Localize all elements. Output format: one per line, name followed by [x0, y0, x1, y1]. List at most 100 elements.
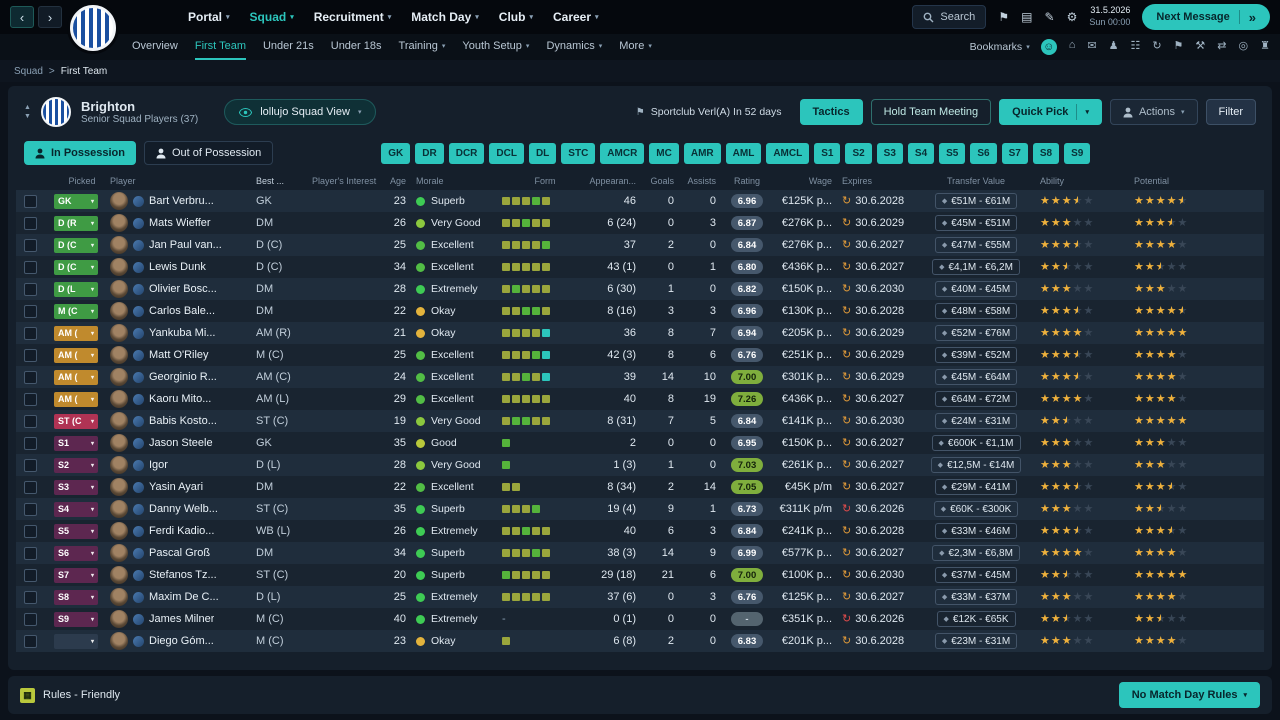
- column-header-transfer-value[interactable]: Transfer Value: [920, 176, 1032, 186]
- position-dropdown[interactable]: S1 ▾: [54, 435, 98, 451]
- row-checkbox[interactable]: [24, 546, 37, 560]
- position-button-amr[interactable]: AMR: [683, 142, 721, 164]
- staff-icon[interactable]: ♜: [1260, 40, 1270, 52]
- player-row[interactable]: GK ▾ Bart Verbru... GK 23 Superb 46 0 0 6.96 €125K…: [16, 190, 1264, 212]
- next-message-button[interactable]: Next Message »: [1142, 4, 1270, 30]
- column-header-picked[interactable]: Picked: [54, 176, 110, 186]
- player-row[interactable]: S6 ▾ Pascal Groß DM 34 Superb 38 (3) 14 9 6.99 €57…: [16, 542, 1264, 564]
- position-dropdown[interactable]: D (C ▾: [54, 237, 98, 253]
- position-dropdown[interactable]: D (L ▾: [54, 281, 98, 297]
- player-row[interactable]: S1 ▾ Jason Steele GK 35 Good 2 0 0 6.95 €150K p...…: [16, 432, 1264, 454]
- position-dropdown[interactable]: AM (▾: [54, 391, 98, 407]
- subnav-item-training[interactable]: Training ▾: [399, 34, 446, 60]
- position-dropdown[interactable]: AM (▾: [54, 347, 98, 363]
- column-header-expires[interactable]: Expires: [838, 176, 920, 186]
- player-row[interactable]: S2 ▾ Igor D (L) 28 Very Good 1 (3) 1 0 7.03 €261K …: [16, 454, 1264, 476]
- position-button-s5[interactable]: S5: [939, 142, 966, 164]
- refresh-icon[interactable]: ↻: [1152, 40, 1162, 52]
- subnav-item-overview[interactable]: Overview: [132, 34, 178, 60]
- row-checkbox[interactable]: [24, 238, 37, 252]
- breadcrumb-parent[interactable]: Squad: [14, 65, 43, 77]
- player-row[interactable]: D (C ▾ Lewis Dunk D (C) 34 Excellent 43 (1) 0 1 6…: [16, 256, 1264, 278]
- row-checkbox[interactable]: [24, 282, 37, 296]
- position-dropdown[interactable]: ▾: [54, 633, 98, 649]
- hold-team-meeting-button[interactable]: Hold Team Meeting: [870, 99, 992, 125]
- column-header-assists[interactable]: Assists: [682, 176, 724, 186]
- row-checkbox[interactable]: [24, 326, 37, 340]
- back-button[interactable]: ‹: [10, 6, 34, 28]
- row-checkbox[interactable]: [24, 458, 37, 472]
- player-row[interactable]: S8 ▾ Maxim De C... D (L) 25 Extremely 37 (6) 0 3…: [16, 586, 1264, 608]
- position-dropdown[interactable]: AM (▾: [54, 369, 98, 385]
- inbox-icon[interactable]: ✉: [1087, 40, 1097, 52]
- column-header-age[interactable]: Age: [378, 176, 416, 186]
- transfers-icon[interactable]: ⇄: [1217, 40, 1227, 52]
- nav-item-match-day[interactable]: Match Day ▾: [411, 10, 479, 24]
- column-header-appearan[interactable]: Appearan...: [588, 176, 646, 186]
- subnav-item-first-team[interactable]: First Team: [194, 34, 246, 60]
- subnav-item-under-21s[interactable]: Under 21s: [263, 34, 314, 60]
- player-row[interactable]: S4 ▾ Danny Welb... ST (C) 35 Superb 19 (4) 9 1 6.…: [16, 498, 1264, 520]
- player-row[interactable]: S3 ▾ Yasin Ayari DM 22 Excellent 8 (34) 2 14 7.05…: [16, 476, 1264, 498]
- position-button-stc[interactable]: STC: [561, 142, 596, 164]
- player-row[interactable]: AM (▾ Yankuba Mi... AM (R) 21 Okay 36 8 7 6.94 €2…: [16, 322, 1264, 344]
- player-row[interactable]: ▾ Diego Góm... M (C) 23 Okay 6 (8) 2 0 6.83 €201K…: [16, 630, 1264, 652]
- column-header-best[interactable]: Best ...: [256, 176, 312, 186]
- player-row[interactable]: D (R ▾ Mats Wieffer DM 26 Very Good 6 (24) 0 3 6.…: [16, 212, 1264, 234]
- position-dropdown[interactable]: AM (▾: [54, 325, 98, 341]
- player-row[interactable]: D (L ▾ Olivier Bosc... DM 28 Extremely 6 (30) 1…: [16, 278, 1264, 300]
- tab-in-possession[interactable]: In Possession: [24, 141, 136, 165]
- player-row[interactable]: S7 ▾ Stefanos Tz... ST (C) 20 Superb 29 (18) 21…: [16, 564, 1264, 586]
- position-button-s2[interactable]: S2: [845, 142, 872, 164]
- home-icon[interactable]: ⌂: [1068, 39, 1076, 51]
- row-checkbox[interactable]: [24, 524, 37, 538]
- nav-item-career[interactable]: Career ▾: [553, 10, 599, 24]
- row-checkbox[interactable]: [24, 348, 37, 362]
- bookmark-icon[interactable]: ⚑: [998, 10, 1010, 24]
- subnav-item-youth-setup[interactable]: Youth Setup ▾: [462, 34, 529, 60]
- player-row[interactable]: AM (▾ Matt O'Riley M (C) 25 Excellent 42 (3) 8…: [16, 344, 1264, 366]
- position-dropdown[interactable]: M (C ▾: [54, 303, 98, 319]
- row-checkbox[interactable]: [24, 414, 37, 428]
- position-dropdown[interactable]: S8 ▾: [54, 589, 98, 605]
- column-header-potential[interactable]: Potential: [1126, 176, 1220, 186]
- social-icon[interactable]: ☺: [1040, 39, 1057, 55]
- column-header-form[interactable]: Form: [502, 176, 588, 186]
- squad-view-dropdown[interactable]: lollujo Squad View ▾: [224, 99, 377, 125]
- column-header-morale[interactable]: Morale: [416, 176, 502, 186]
- position-dropdown[interactable]: GK ▾: [54, 193, 98, 209]
- position-button-amcr[interactable]: AMCR: [600, 142, 645, 164]
- nav-item-squad[interactable]: Squad ▾: [250, 10, 294, 24]
- position-button-mc[interactable]: MC: [649, 142, 679, 164]
- player-row[interactable]: D (C ▾ Jan Paul van... D (C) 25 Excellent 37 2 0…: [16, 234, 1264, 256]
- column-header-player[interactable]: Player: [110, 176, 256, 186]
- actions-button[interactable]: Actions ▾: [1109, 99, 1198, 125]
- position-dropdown[interactable]: S7 ▾: [54, 567, 98, 583]
- row-checkbox[interactable]: [24, 590, 37, 604]
- column-header-goals[interactable]: Goals: [646, 176, 682, 186]
- player-row[interactable]: S5 ▾ Ferdi Kadio... WB (L) 26 Extremely 40 6 3 6.…: [16, 520, 1264, 542]
- next-match-info[interactable]: ⚑ Sportclub Verl(A) In 52 days: [636, 106, 782, 118]
- position-button-gk[interactable]: GK: [381, 142, 411, 164]
- match-day-rules-button[interactable]: No Match Day Rules ▾: [1118, 682, 1260, 708]
- row-checkbox[interactable]: [24, 612, 37, 626]
- position-button-s9[interactable]: S9: [1064, 142, 1091, 164]
- bookmarks-dropdown[interactable]: Bookmarks ▾: [970, 41, 1030, 53]
- player-row[interactable]: AM (▾ Georginio R... AM (C) 24 Excellent 39 14…: [16, 366, 1264, 388]
- squad-icon[interactable]: ♟: [1108, 40, 1119, 52]
- position-button-s4[interactable]: S4: [907, 142, 935, 164]
- next-team-button[interactable]: ▼: [24, 113, 31, 120]
- position-dropdown[interactable]: S2 ▾: [54, 457, 98, 473]
- position-button-s7[interactable]: S7: [1001, 142, 1028, 164]
- club-crest[interactable]: [70, 5, 116, 51]
- position-button-dcl[interactable]: DCL: [489, 142, 524, 164]
- notes-icon[interactable]: ▤: [1021, 10, 1033, 24]
- position-button-s3[interactable]: S3: [876, 142, 903, 164]
- row-checkbox[interactable]: [24, 194, 37, 208]
- position-button-s8[interactable]: S8: [1032, 142, 1060, 164]
- nav-item-portal[interactable]: Portal ▾: [188, 10, 230, 24]
- player-row[interactable]: ST (C ▾ Babis Kosto... ST (C) 19 Very Good 8 (…: [16, 410, 1264, 432]
- subnav-item-under-18s[interactable]: Under 18s: [331, 34, 382, 60]
- column-header-player-s-interest[interactable]: Player's Interest: [312, 176, 378, 186]
- position-dropdown[interactable]: S3 ▾: [54, 479, 98, 495]
